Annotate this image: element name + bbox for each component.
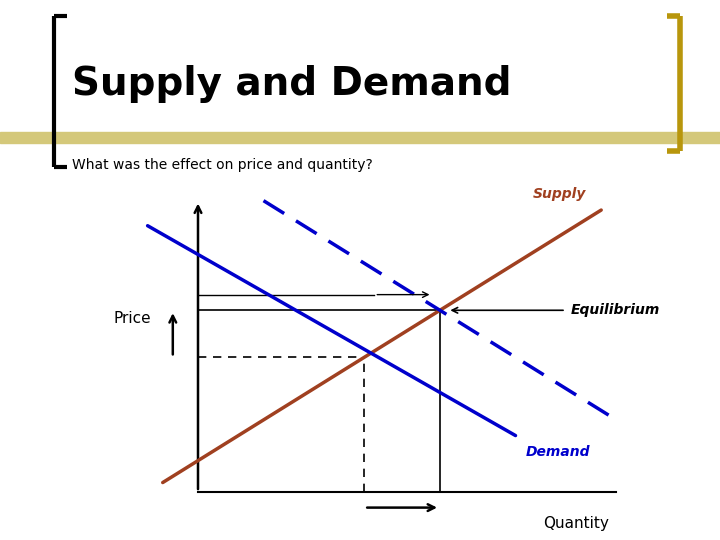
Text: Equilibrium: Equilibrium — [571, 303, 660, 318]
Text: Quantity: Quantity — [543, 516, 609, 531]
Text: What was the effect on price and quantity?: What was the effect on price and quantit… — [72, 158, 373, 172]
Text: Supply: Supply — [533, 187, 586, 201]
Text: Price: Price — [114, 310, 151, 326]
Text: Supply and Demand: Supply and Demand — [72, 65, 511, 103]
Text: Demand: Demand — [526, 445, 590, 459]
